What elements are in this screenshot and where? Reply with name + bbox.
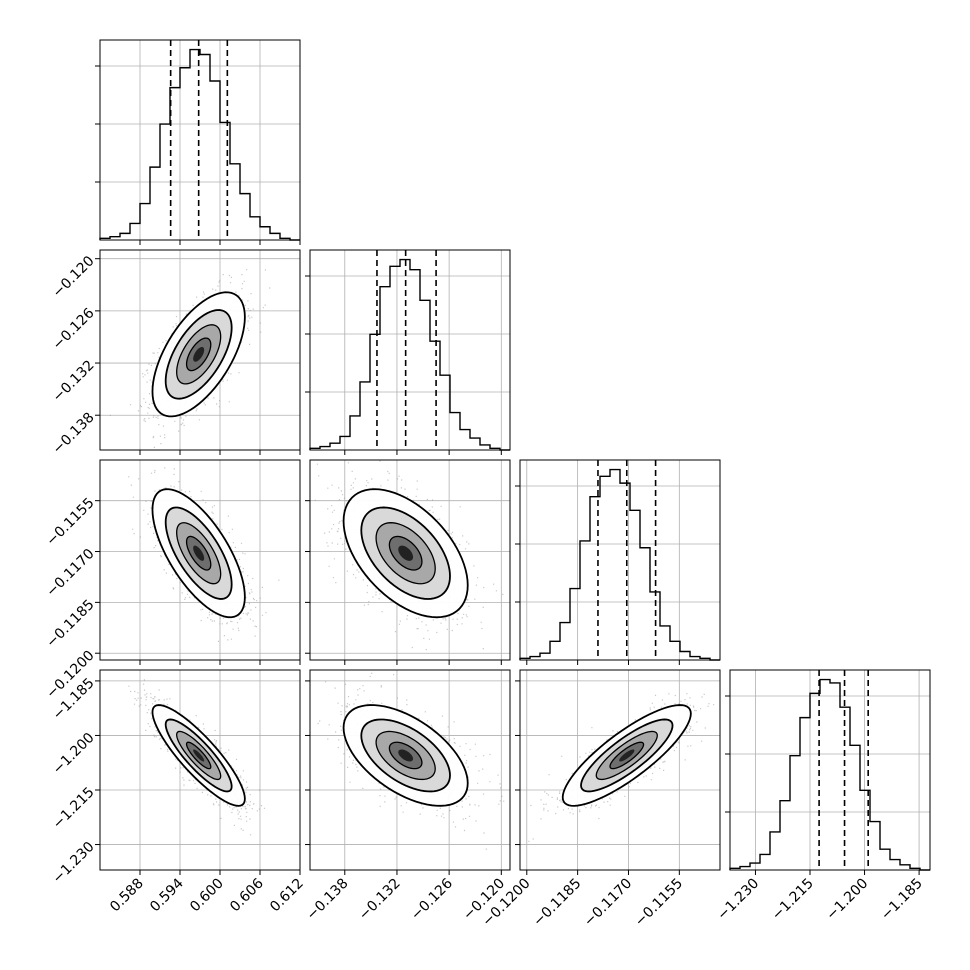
- 2d-x1-y3: [99, 459, 301, 661]
- y-tick-label: −0.1185: [43, 597, 97, 651]
- x-tick-label: −1.230: [714, 876, 762, 924]
- hist-1: [95, 39, 301, 241]
- contour-line: [176, 730, 222, 781]
- contour-line: [375, 730, 436, 781]
- x-tick-label: −1.200: [823, 876, 871, 924]
- contour-line: [185, 337, 212, 372]
- contour-line: [595, 730, 658, 781]
- axes-frame: [519, 459, 721, 661]
- contour-line: [164, 309, 233, 400]
- hist-4: [725, 669, 931, 871]
- axes-frame: [309, 669, 511, 871]
- x-tick-label: 0.612: [267, 876, 307, 916]
- x-tick-label: −1.185: [878, 876, 926, 924]
- 2d-x2-y3: [309, 459, 511, 661]
- y-tick-label: −0.120: [50, 253, 98, 301]
- panel-content: [100, 250, 300, 450]
- density-level: [193, 545, 205, 561]
- x-tick-label: −1.215: [769, 876, 817, 924]
- contour-line: [151, 704, 246, 807]
- density-level: [398, 545, 414, 561]
- y-tick-label: −1.200: [50, 730, 98, 778]
- x-tick-label: 0.600: [187, 876, 227, 916]
- histogram-step: [99, 48, 300, 241]
- y-tick-label: −0.138: [50, 410, 98, 458]
- contour-line: [609, 741, 645, 770]
- contour-line: [151, 488, 246, 619]
- x-tick-label: −0.138: [304, 876, 352, 924]
- contour-line: [342, 488, 469, 619]
- x-tick-label: −0.126: [408, 875, 456, 923]
- y-tick-label: −1.215: [50, 784, 98, 832]
- 2d-x3-y4: [519, 669, 721, 871]
- y-tick-label: −0.1170: [43, 546, 97, 600]
- axes-frame: [519, 669, 721, 871]
- x-tick-label: 0.594: [147, 875, 187, 915]
- y-tick-label: −0.132: [50, 357, 98, 405]
- density-level: [619, 749, 635, 762]
- axes-frame: [99, 669, 301, 871]
- panel-content: [520, 670, 720, 870]
- contour-line: [164, 718, 233, 793]
- y-tick-label: −0.1155: [43, 495, 97, 549]
- histogram-step: [519, 468, 720, 661]
- density-level: [193, 749, 205, 762]
- contour-line: [388, 741, 423, 770]
- contour-line: [388, 535, 423, 571]
- histogram-step: [309, 258, 510, 451]
- contour-line: [375, 522, 436, 585]
- axes-frame: [309, 249, 511, 451]
- hist-3: [515, 459, 721, 661]
- panel-content: [100, 460, 300, 660]
- contour-line: [342, 704, 469, 807]
- x-tick-label: −0.1170: [581, 876, 635, 930]
- panel-content: [310, 460, 510, 660]
- axes-frame: [309, 459, 511, 661]
- panel-content: [100, 670, 300, 870]
- contour-line: [164, 506, 233, 600]
- x-tick-label: −0.1155: [632, 876, 686, 930]
- x-tick-label: −0.132: [356, 876, 404, 924]
- hist-2: [305, 249, 511, 451]
- panel-content: [310, 670, 510, 870]
- contour-line: [185, 741, 212, 770]
- axes-frame: [729, 669, 931, 871]
- contour-line: [580, 718, 674, 793]
- contour-line: [176, 324, 222, 385]
- y-tick-label: −1.230: [50, 839, 98, 887]
- histogram-step: [729, 678, 930, 871]
- density-level: [193, 346, 205, 362]
- contour-line: [561, 704, 692, 807]
- contour-line: [360, 506, 451, 600]
- contour-line: [176, 522, 222, 585]
- density-level: [398, 749, 414, 762]
- 2d-x2-y4: [309, 669, 511, 871]
- contour-line: [151, 291, 246, 418]
- axes-frame: [99, 459, 301, 661]
- y-tick-label: −0.126: [50, 305, 98, 353]
- contour-line: [185, 535, 212, 571]
- axes-frame: [99, 249, 301, 451]
- x-tick-label: 0.606: [227, 875, 267, 915]
- x-tick-label: 0.588: [107, 876, 147, 916]
- contour-line: [360, 718, 451, 793]
- axes-frame: [99, 39, 301, 241]
- 2d-x1-y4: [99, 669, 301, 871]
- x-tick-label: −0.1185: [530, 876, 584, 930]
- 2d-x1-y2: [99, 249, 301, 451]
